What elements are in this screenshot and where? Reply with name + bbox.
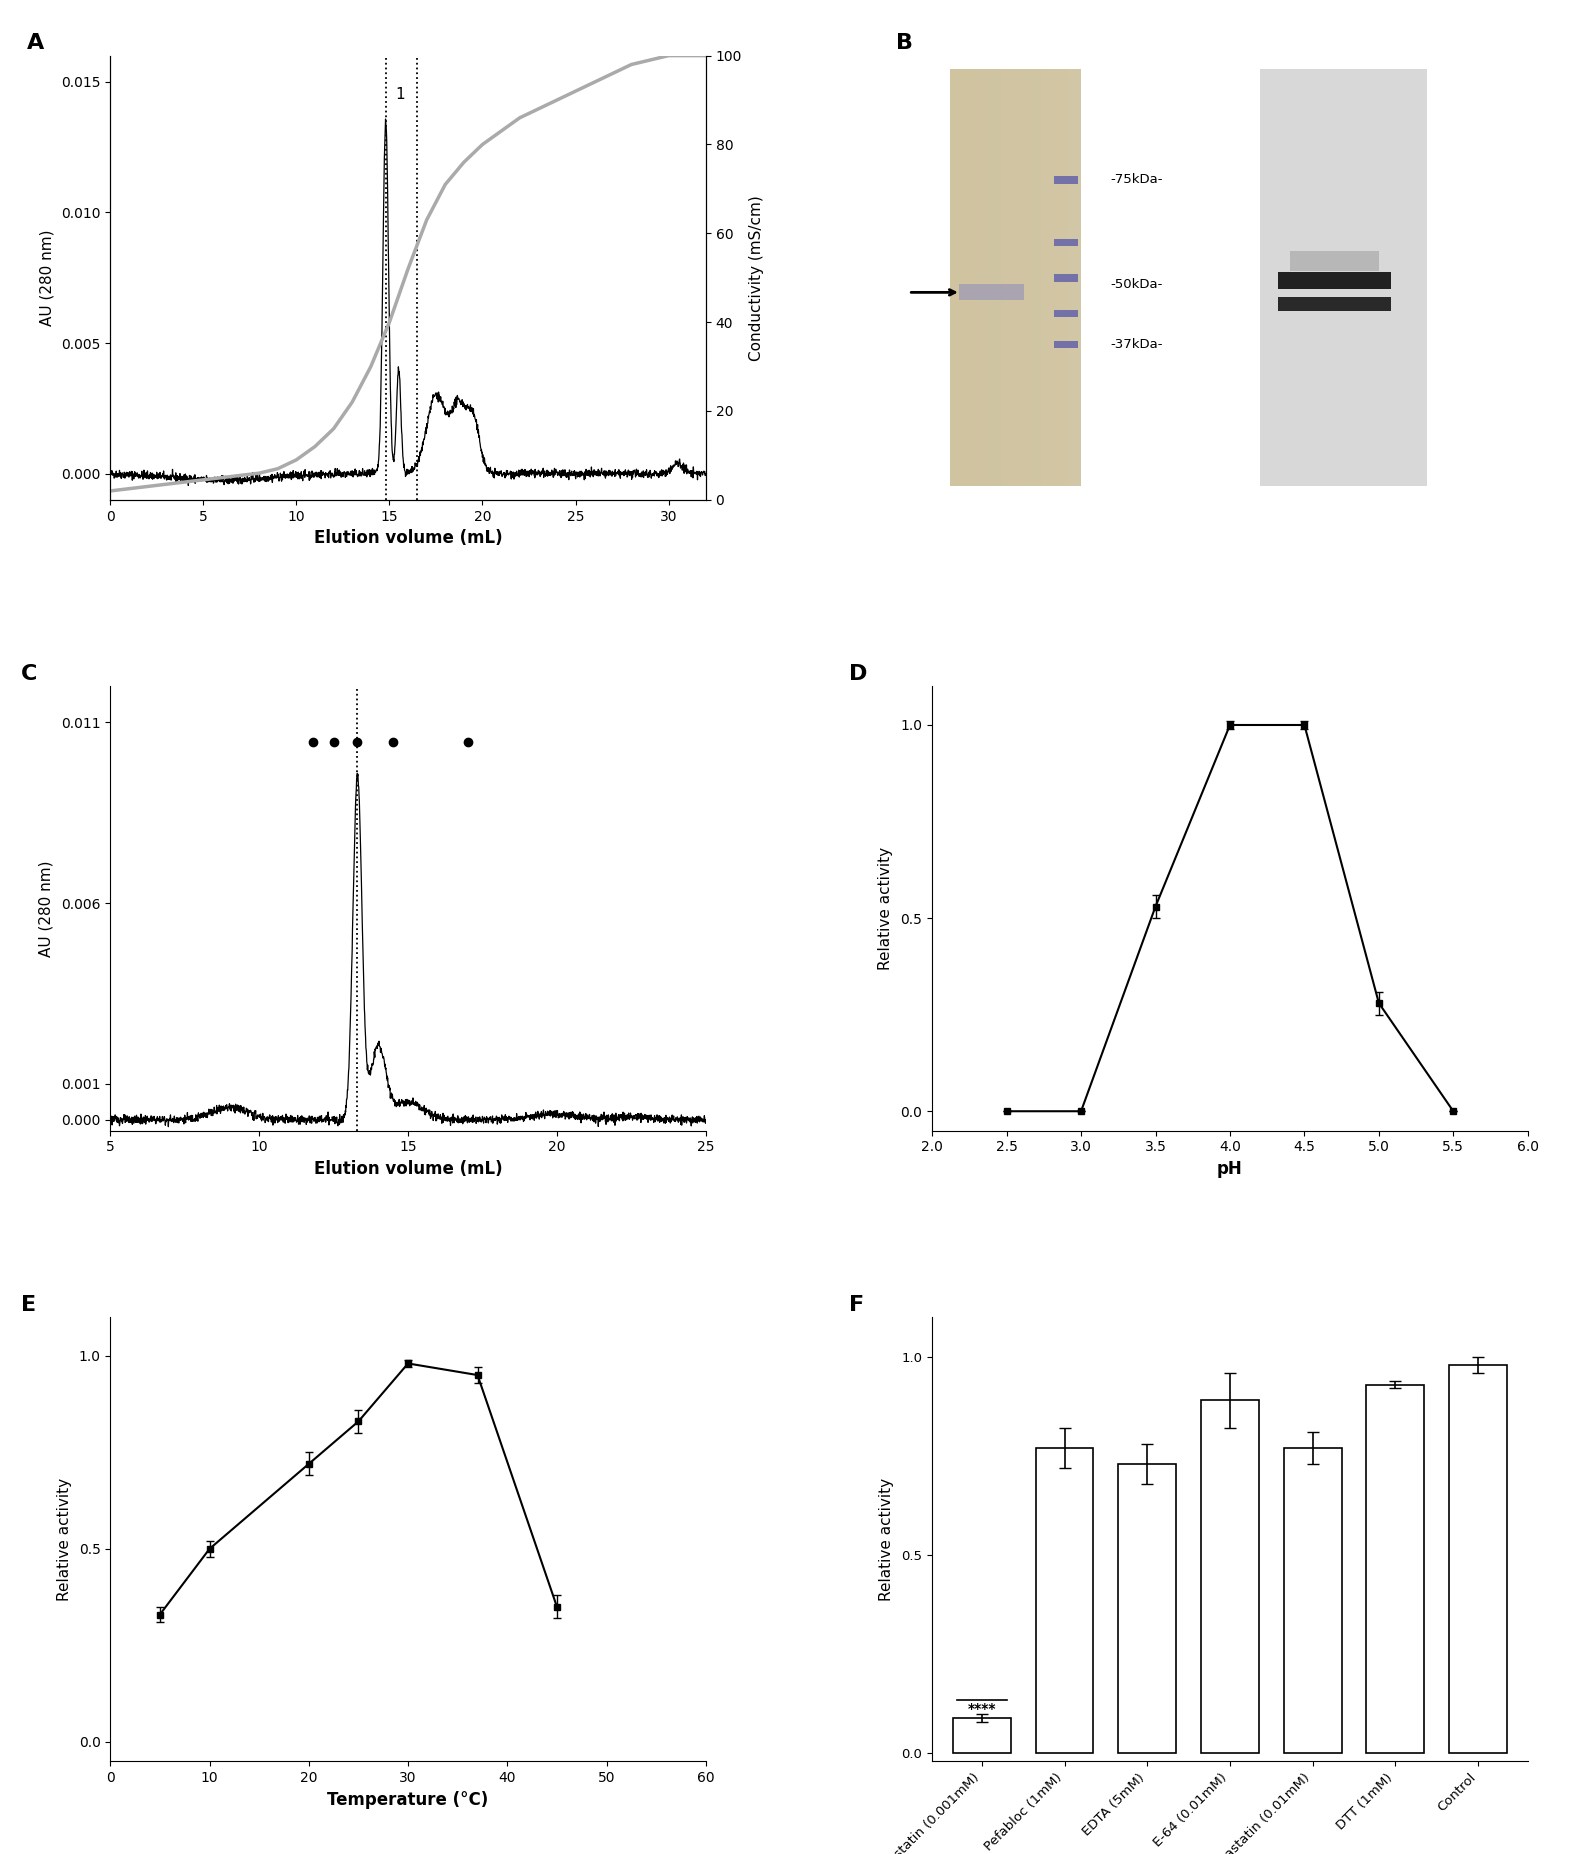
Bar (1202, 1400, 1258, 1754)
Y-axis label: Relative activity: Relative activity (879, 847, 893, 970)
Text: 1: 1 (395, 87, 405, 102)
FancyBboxPatch shape (1054, 239, 1077, 247)
FancyBboxPatch shape (1054, 310, 1077, 317)
Text: ****: **** (967, 1702, 995, 1715)
Text: -50kDa-: -50kDa- (1110, 278, 1164, 291)
FancyBboxPatch shape (1290, 250, 1378, 271)
FancyBboxPatch shape (1260, 69, 1427, 486)
X-axis label: Elution volume (mL): Elution volume (mL) (313, 1161, 502, 1177)
FancyBboxPatch shape (1054, 341, 1077, 349)
Text: E: E (20, 1294, 36, 1314)
Y-axis label: Relative activity: Relative activity (57, 1478, 71, 1600)
FancyBboxPatch shape (959, 284, 1024, 300)
Bar (1284, 1448, 1342, 1754)
Text: A: A (27, 33, 44, 54)
FancyBboxPatch shape (950, 69, 1080, 486)
Text: C: C (20, 664, 38, 684)
Text: D: D (849, 664, 868, 684)
FancyBboxPatch shape (1277, 297, 1391, 311)
FancyBboxPatch shape (1054, 274, 1077, 282)
X-axis label: pH: pH (1217, 1161, 1243, 1177)
Bar (953, 1717, 1011, 1754)
FancyBboxPatch shape (1277, 273, 1391, 289)
Bar (1367, 1385, 1424, 1754)
Text: -75kDa-: -75kDa- (1110, 174, 1164, 187)
Y-axis label: Conductivity (mS/cm): Conductivity (mS/cm) (748, 195, 764, 360)
Text: -37kDa-: -37kDa- (1110, 337, 1164, 350)
X-axis label: Temperature (°C): Temperature (°C) (328, 1791, 488, 1810)
Bar (1449, 1365, 1507, 1754)
X-axis label: Elution volume (mL): Elution volume (mL) (313, 528, 502, 547)
Text: B: B (896, 33, 914, 54)
FancyBboxPatch shape (1068, 69, 1080, 486)
FancyBboxPatch shape (1054, 176, 1077, 184)
Y-axis label: AU (280 nm): AU (280 nm) (39, 860, 54, 957)
Bar (1118, 1465, 1177, 1754)
Text: F: F (849, 1294, 865, 1314)
Y-axis label: Relative activity: Relative activity (879, 1478, 895, 1600)
Bar (1036, 1448, 1093, 1754)
Y-axis label: AU (280 nm): AU (280 nm) (39, 230, 54, 326)
